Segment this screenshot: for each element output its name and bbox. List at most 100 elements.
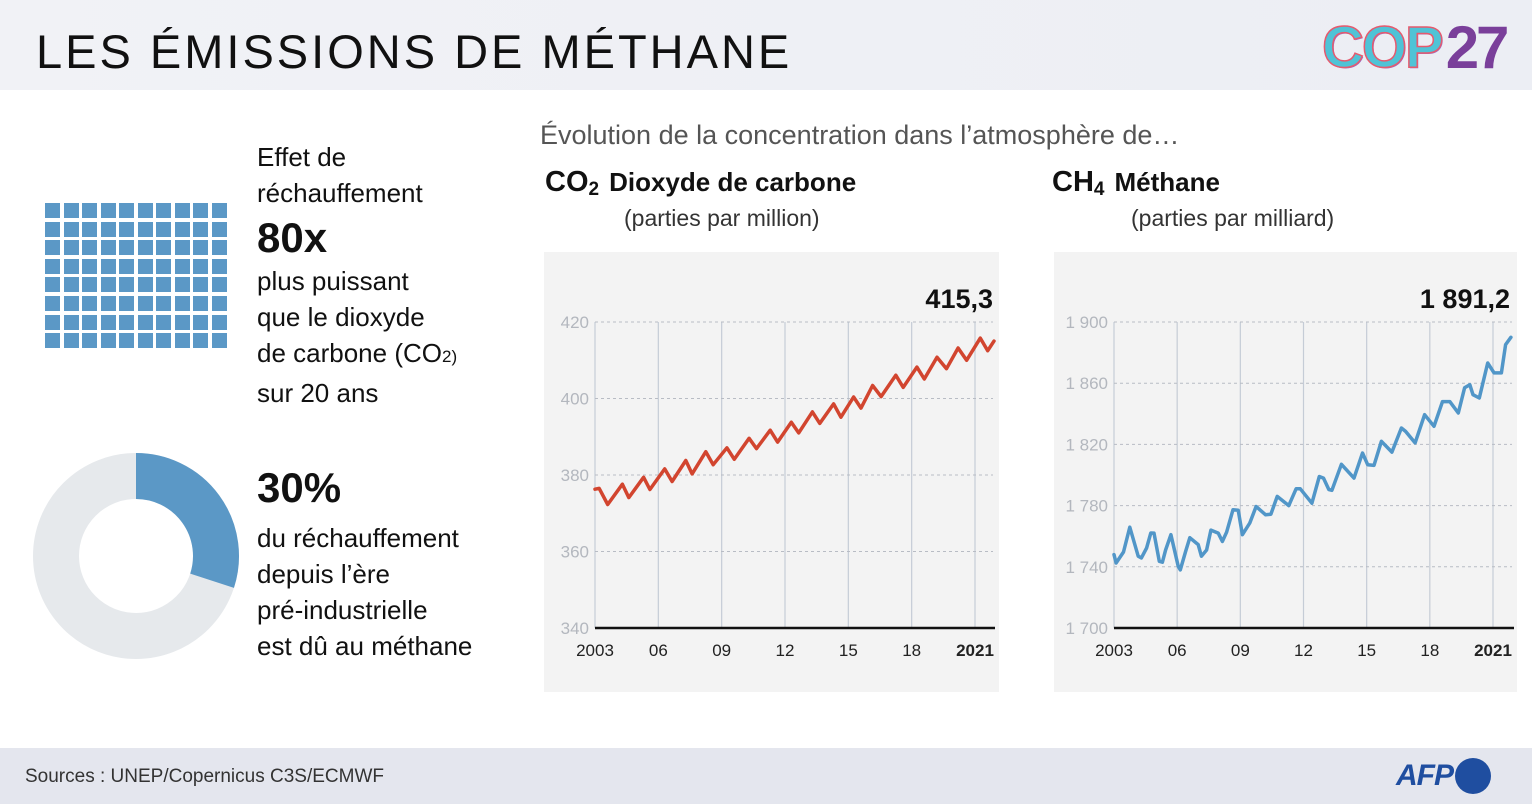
charts-subtitle: Évolution de la concentration dans l’atm… (540, 120, 1180, 150)
ch4-name: Méthane (1114, 167, 1220, 197)
waffle-square (100, 203, 116, 218)
waffle-square (174, 203, 190, 218)
cop27-logo: COP 27 (1321, 15, 1509, 80)
co2-formula-sub: 2 (588, 179, 600, 200)
waffle-square (156, 221, 171, 237)
waffle-square (156, 277, 171, 293)
ch4-xtick-label: 18 (1420, 641, 1439, 660)
waffle-square (137, 221, 153, 237)
waffle-square (137, 333, 153, 349)
co2-series-line (593, 336, 996, 507)
ch4-xtick-label: 2003 (1095, 641, 1133, 660)
co2-latest-value: 415,3 (925, 284, 993, 314)
waffle-square (82, 240, 97, 256)
ch4-series-line (1112, 335, 1513, 572)
warming-description: plus puissant que le dioxyde de carbone … (257, 263, 457, 411)
waffle-square (193, 295, 208, 311)
co2-ytick-label: 400 (561, 390, 589, 409)
waffle-square (100, 240, 116, 256)
ch4-formula-sub: 4 (1093, 179, 1105, 200)
cop-logo-letters: COP (1321, 15, 1444, 80)
waffle-square (82, 314, 97, 330)
co2-ytick-label: 380 (561, 466, 589, 485)
ch4-unit: (parties par milliard) (1131, 205, 1335, 231)
waffle-square (45, 221, 60, 237)
waffle-square (137, 240, 153, 256)
ch4-ytick-label: 1 820 (1065, 435, 1108, 454)
waffle-square (137, 314, 153, 330)
co2-chart-panel (544, 252, 999, 692)
desc-line: depuis l’ère (257, 559, 390, 589)
desc-line: pré-industrielle (257, 595, 428, 625)
waffle-square (156, 258, 171, 274)
co2-ytick-label: 420 (561, 313, 589, 332)
waffle-square (211, 203, 227, 218)
ch4-xtick-label: 06 (1168, 641, 1187, 660)
sources-text: Sources : UNEP/Copernicus C3S/ECMWF (25, 766, 384, 787)
waffle-square (193, 240, 208, 256)
waffle-square (156, 295, 171, 311)
warming-factor: 80x (257, 214, 328, 261)
waffle-square (45, 295, 60, 311)
desc-line: est dû au méthane (257, 631, 473, 661)
waffle-square (137, 277, 153, 293)
waffle-square (211, 295, 227, 311)
waffle-square (82, 221, 97, 237)
waffle-square (211, 314, 227, 330)
share-description: du réchauffement depuis l’ère pré-indust… (257, 520, 472, 664)
ch4-chart-panel (1054, 252, 1517, 692)
waffle-square (156, 314, 171, 330)
waffle-square (63, 240, 79, 256)
waffle-square (82, 203, 97, 218)
waffle-square (137, 258, 153, 274)
waffle-square (63, 277, 79, 293)
co2-title: CO2 Dioxyde de carbone (545, 166, 856, 201)
waffle-square (193, 333, 208, 349)
waffle-square (82, 277, 97, 293)
waffle-square (63, 295, 79, 311)
desc-line: de carbone (CO2) (257, 335, 457, 375)
afp-logo-circle (1455, 758, 1491, 794)
co2-xtick-label: 09 (712, 641, 731, 660)
desc-line: plus puissant (257, 266, 409, 296)
waffle-square (211, 221, 227, 237)
waffle-square (174, 277, 190, 293)
co2-formula: CO (545, 166, 589, 198)
desc-line: sur 20 ans (257, 378, 379, 408)
waffle-square (63, 221, 79, 237)
waffle-square (100, 221, 116, 237)
co2-unit: (parties par million) (624, 205, 820, 231)
co2-xtick-label: 2021 (956, 641, 994, 660)
desc-line: du réchauffement (257, 523, 459, 553)
waffle-square (82, 295, 97, 311)
waffle-grid (45, 203, 227, 349)
header-band (0, 0, 1532, 90)
waffle-square (174, 314, 190, 330)
waffle-square (156, 333, 171, 349)
share-value: 30% (257, 464, 342, 511)
warming-intro: Effet de réchauffement (257, 142, 423, 208)
afp-logo: AFP (1396, 758, 1491, 794)
waffle-square (100, 258, 116, 274)
waffle-square (82, 258, 97, 274)
co2-xtick-label: 06 (649, 641, 668, 660)
co2-xtick-label: 12 (776, 641, 795, 660)
waffle-square (63, 258, 79, 274)
waffle-square (156, 203, 171, 218)
co2-xtick-label: 15 (839, 641, 858, 660)
waffle-square (63, 314, 79, 330)
footer-band (0, 748, 1532, 804)
ch4-ytick-label: 1 740 (1065, 558, 1108, 577)
waffle-square (211, 240, 227, 256)
waffle-square (119, 240, 134, 256)
waffle-square (45, 277, 60, 293)
waffle-square (174, 240, 190, 256)
ch4-ytick-label: 1 900 (1065, 313, 1108, 332)
waffle-square (193, 314, 208, 330)
ch4-xtick-label: 2021 (1474, 641, 1512, 660)
waffle-square (119, 277, 134, 293)
waffle-square (137, 203, 153, 218)
co2-xtick-label: 18 (902, 641, 921, 660)
ch4-title: CH4 Méthane (1052, 166, 1220, 201)
